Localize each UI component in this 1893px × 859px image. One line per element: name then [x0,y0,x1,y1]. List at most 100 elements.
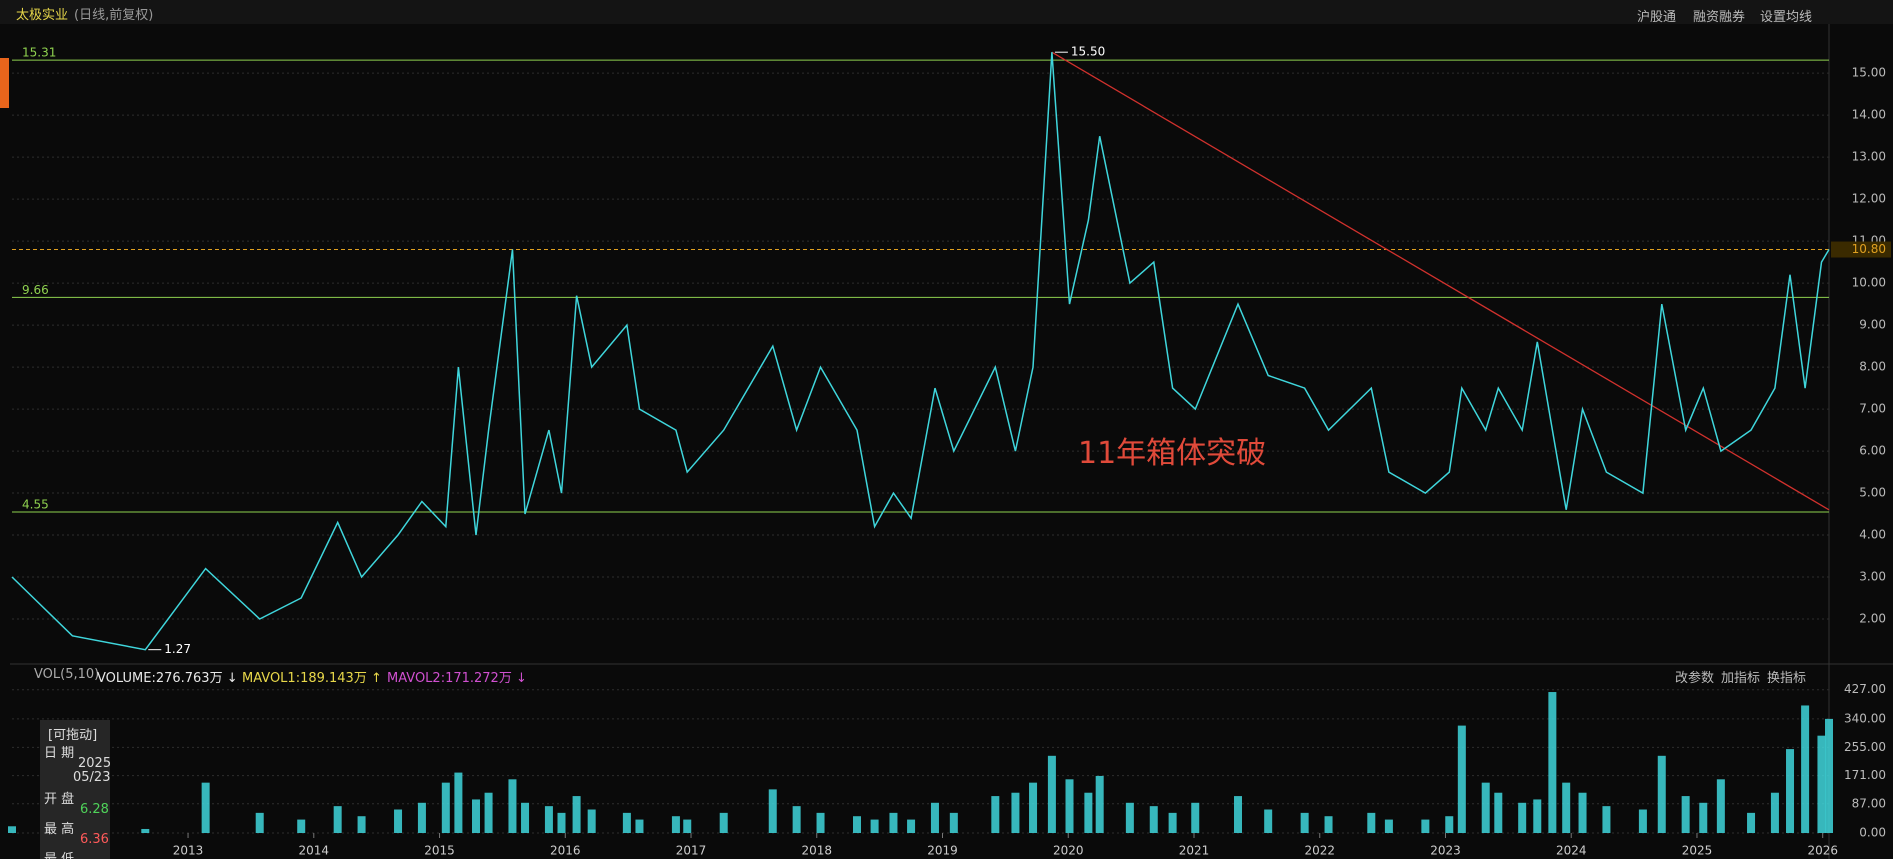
volume-bar [991,796,1000,833]
volume-bar [949,812,958,833]
volume-bar [889,812,898,833]
y-tick-label: 12.00 [1852,192,1886,206]
info-value: 05/23 [73,770,111,785]
volume-bar [357,816,366,833]
indicator-name: VOL(5,10) [34,667,100,682]
info-label: 日 期 [44,746,75,761]
y-tick-label: 171.00 [1844,768,1886,782]
volume-bar [1324,816,1333,833]
y-tick-label: 13.00 [1852,150,1886,164]
volume-bar [508,779,517,833]
volume-bar [683,819,692,833]
x-tick-label: 2014 [299,844,330,858]
volume-bar [1191,802,1200,833]
x-tick-label: 2015 [424,844,455,858]
volume-bar [1047,755,1056,833]
y-tick-label: 8.00 [1859,360,1886,374]
volume-bar [8,826,16,833]
level-label: 9.66 [22,283,49,297]
price-line [11,52,1830,651]
x-tick-label: 2024 [1556,844,1587,858]
volume-bar [1786,749,1795,833]
volume-bar [1716,779,1725,833]
indicator-button[interactable]: 改参数 [1675,671,1715,686]
volume-bar [1367,812,1376,833]
volume-bar [471,799,480,833]
info-panel[interactable]: [可拖动] 日 期 2025 05/23 开 盘 6.28 最 高 6.36 最… [40,720,112,859]
volume-bar [454,772,463,833]
volume-bar [1533,799,1542,833]
y-tick-label: 4.00 [1859,528,1886,542]
indicator-button[interactable]: 加指标 [1721,671,1761,686]
volume-bar [1681,796,1690,833]
info-label: 最 高 [44,822,75,837]
x-tick-label: 2020 [1053,844,1084,858]
header-button[interactable]: 沪股通 [1637,10,1677,25]
volume-bar [1699,802,1708,833]
volume-bar [1457,725,1466,833]
volume-bar [635,819,644,833]
volume-bar [1817,735,1826,833]
volume-bar [930,802,939,833]
volume-bar [671,816,680,833]
x-tick-label: 2022 [1304,844,1335,858]
volume-bar [1548,692,1557,833]
volume-bar [1168,812,1177,833]
volume-bar [557,812,566,833]
y-tick-label: 7.00 [1859,402,1886,416]
volume-bar [572,796,581,833]
volume-bar [1300,812,1309,833]
volume-bar [1747,812,1756,833]
volume-bar [852,816,861,833]
x-tick-label: 2019 [927,844,958,858]
volume-bar [1384,819,1393,833]
extreme-label: 1.27 [164,642,191,656]
info-value: 2025 [78,756,112,771]
volume-bar [544,806,553,833]
y-tick-label: 255.00 [1844,740,1886,754]
indicator-button[interactable]: 换指标 [1767,671,1807,686]
volume-bar [768,789,777,833]
x-tick-label: 2013 [173,844,204,858]
y-tick-label: 427.00 [1844,682,1886,696]
info-title: [可拖动] [48,728,98,743]
x-tick-label: 2017 [676,844,707,858]
x-tick-label: 2021 [1179,844,1210,858]
y-tick-label: 3.00 [1859,570,1886,584]
volume-legend: MAVOL1:189.143万 ↑ [242,671,382,686]
volume-bar [1578,792,1587,833]
y-tick-label: 9.00 [1859,318,1886,332]
x-tick-label: 2026 [1807,844,1838,858]
volume-legend: MAVOL2:171.272万 ↓ [387,671,527,686]
volume-bar [441,782,450,833]
annotation: 11年箱体突破 [1078,436,1267,471]
info-value: 6.36 [80,832,109,847]
stock-name: 太极实业 [16,8,69,23]
header-button[interactable]: 融资融券 [1693,10,1746,25]
volume-bar [417,802,426,833]
volume-bar [1011,792,1020,833]
volume-bar [521,802,530,833]
volume-bar [1095,775,1104,833]
header-button[interactable]: 设置均线 [1760,10,1813,25]
volume-bar [1638,809,1647,833]
level-label: 4.55 [22,497,49,511]
volume-bar [1801,705,1810,833]
volume-bar [1264,809,1273,833]
y-tick-label: 14.00 [1852,108,1886,122]
volume-bar [1562,782,1571,833]
volume-bar [1825,718,1833,833]
volume-bar [719,812,728,833]
volume-bar [201,782,210,833]
y-tick-label: 6.00 [1859,444,1886,458]
volume-bar [816,812,825,833]
info-value: 6.28 [80,802,109,817]
volume-bar [1084,792,1093,833]
volume-bar [587,809,596,833]
volume-bar [1125,802,1134,833]
y-tick-label: 2.00 [1859,612,1886,626]
y-tick-label: 87.00 [1852,796,1886,810]
current-price-box [1831,241,1891,258]
